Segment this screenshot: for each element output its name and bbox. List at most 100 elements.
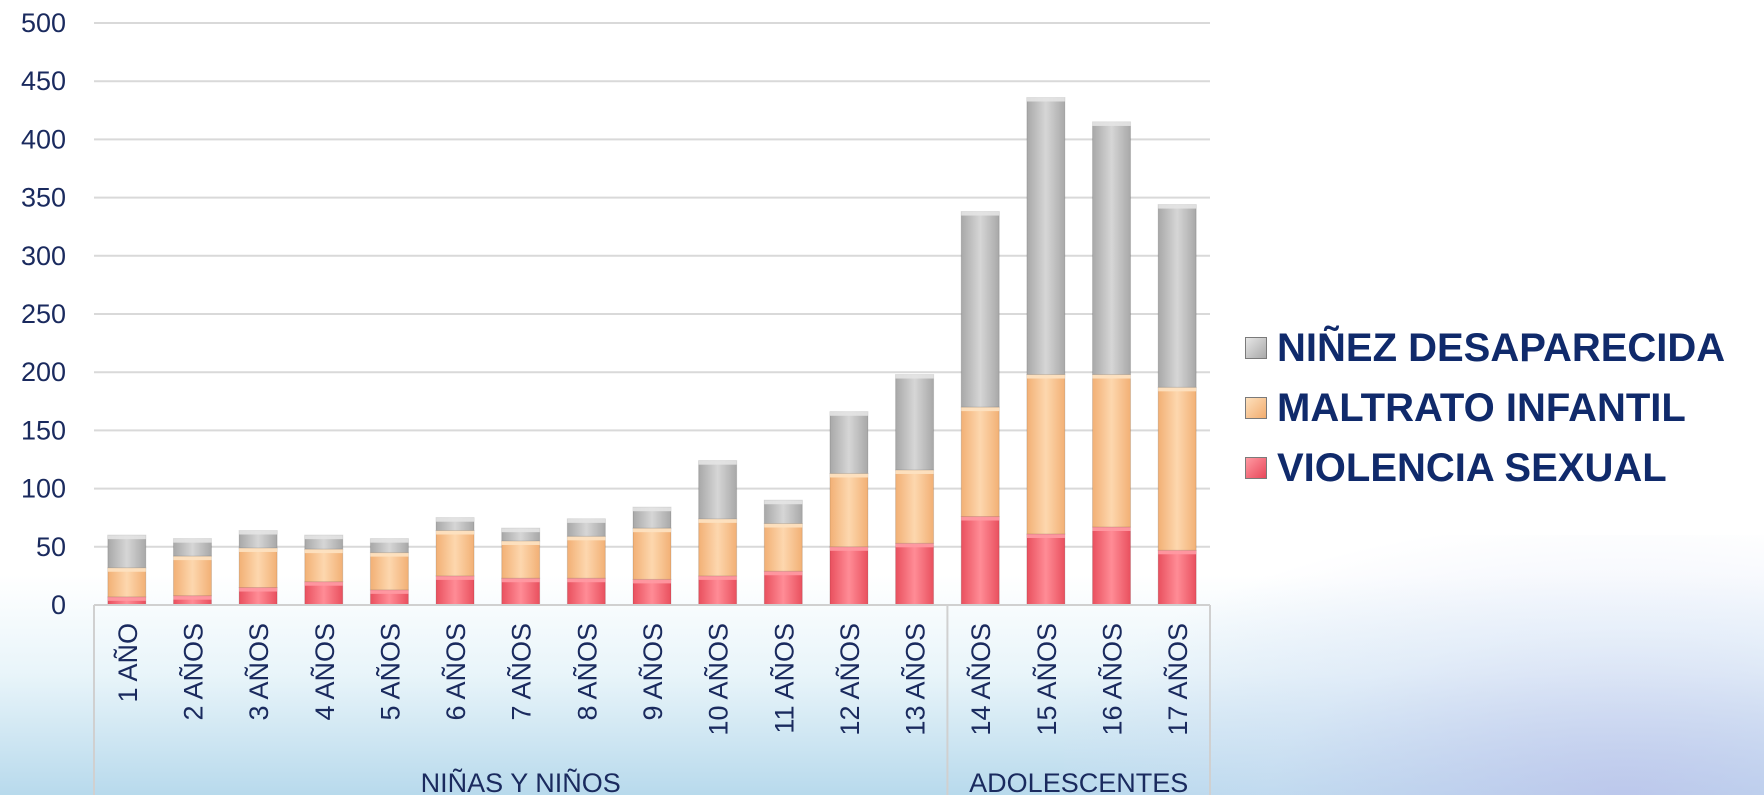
- x-tick-label: 8 AÑOS: [571, 623, 602, 721]
- bar-segment-maltrato-infantil: [1026, 374, 1066, 535]
- y-tick-label: 500: [21, 8, 66, 38]
- bar-segment-violencia-sexual: [829, 546, 869, 606]
- bar-segment-highlight: [698, 460, 737, 465]
- y-tick-label: 0: [51, 590, 66, 620]
- gridlines: [94, 22, 1210, 606]
- x-tick-label: 13 AÑOS: [900, 623, 931, 736]
- bar-segment-highlight: [698, 575, 737, 580]
- bar-segment-highlight: [107, 535, 146, 540]
- bar-segment-niñez-desaparecida: [1026, 96, 1066, 376]
- bar-segment-highlight: [961, 516, 1000, 521]
- bar-segment-maltrato-infantil: [763, 523, 803, 572]
- bar-segment-violencia-sexual: [566, 577, 606, 606]
- bar-segment-highlight: [1092, 527, 1131, 532]
- x-tick-label: 11 AÑOS: [768, 623, 799, 734]
- x-tick-label: 12 AÑOS: [834, 623, 865, 736]
- bar-segment-highlight: [107, 596, 146, 601]
- y-tick-label: 450: [21, 66, 66, 96]
- bar-segment-highlight: [764, 500, 803, 505]
- y-tick-label: 300: [21, 241, 66, 271]
- bar-segment-highlight: [1026, 374, 1065, 379]
- bar-segment-violencia-sexual: [698, 575, 738, 606]
- bar-segment-maltrato-infantil: [1092, 374, 1132, 528]
- legend-label: MALTRATO INFANTIL: [1277, 385, 1686, 430]
- bar-segment-maltrato-infantil: [172, 555, 212, 597]
- bar-segment-niñez-desaparecida: [895, 374, 935, 471]
- bar-segment-highlight: [304, 535, 343, 540]
- bar-segment-violencia-sexual: [501, 577, 541, 606]
- bar-segment-highlight: [304, 581, 343, 586]
- bar-segment-maltrato-infantil: [829, 472, 869, 548]
- bar-segment-highlight: [895, 543, 934, 548]
- x-tick-label: 15 AÑOS: [1031, 623, 1062, 736]
- bar-segment-highlight: [304, 549, 343, 554]
- bar-segment-highlight: [370, 538, 409, 543]
- y-tick-label: 400: [21, 124, 66, 154]
- bar-segment-highlight: [239, 587, 278, 592]
- bar-segment-highlight: [239, 530, 278, 535]
- bar-segment-maltrato-infantil: [107, 567, 147, 598]
- bar-segment-highlight: [895, 374, 934, 379]
- y-tick-label: 200: [21, 357, 66, 387]
- bar-segment-highlight: [567, 536, 606, 541]
- x-tick-label: 7 AÑOS: [506, 623, 537, 721]
- x-tick-label: 14 AÑOS: [965, 623, 996, 736]
- bar-segment-maltrato-infantil: [238, 547, 278, 589]
- bar-segment-violencia-sexual: [1092, 526, 1132, 606]
- bar-segment-niñez-desaparecida: [960, 211, 1000, 408]
- bar-segment-highlight: [370, 552, 409, 557]
- legend-item-ninez-desaparecida: NIÑEZ DESAPARECIDA: [1245, 318, 1725, 378]
- bar-segment-highlight: [1026, 97, 1065, 102]
- bar-segment-maltrato-infantil: [501, 540, 541, 579]
- y-tick-label: 100: [21, 474, 66, 504]
- bar-segment-highlight: [173, 538, 212, 543]
- bar-segment-niñez-desaparecida: [1157, 204, 1197, 388]
- bar-segment-highlight: [107, 567, 146, 572]
- bar-segment-highlight: [501, 528, 540, 533]
- bar-segment-niñez-desaparecida: [107, 534, 147, 569]
- bar-segment-maltrato-infantil: [632, 527, 672, 580]
- x-tick-label: 4 AÑOS: [309, 623, 340, 721]
- bar-segment-highlight: [501, 540, 540, 545]
- bar-segment-maltrato-infantil: [435, 530, 475, 577]
- legend-swatch-pink: [1245, 457, 1267, 479]
- x-tick-label: 2 AÑOS: [177, 623, 208, 721]
- bar-segment-maltrato-infantil: [369, 552, 409, 591]
- bar-segment-highlight: [436, 575, 475, 580]
- bar-segment-highlight: [501, 578, 540, 583]
- y-tick-label: 250: [21, 299, 66, 329]
- x-tick-label: 5 AÑOS: [374, 623, 405, 721]
- y-axis: 0 50 100 150 200 250 300 350 400 450 500: [21, 8, 66, 620]
- bar-segment-violencia-sexual: [1026, 533, 1066, 606]
- bar-segment-maltrato-infantil: [566, 535, 606, 579]
- bar-segment-highlight: [436, 530, 475, 535]
- bar-segment-highlight: [829, 411, 868, 416]
- x-tick-label: 10 AÑOS: [703, 623, 734, 736]
- bar-segment-highlight: [633, 507, 671, 512]
- bar-segment-maltrato-infantil: [895, 469, 935, 544]
- bar-segment-violencia-sexual: [763, 570, 803, 606]
- bar-segment-highlight: [895, 469, 934, 474]
- legend-label: NIÑEZ DESAPARECIDA: [1277, 325, 1726, 370]
- group-label: ADOLESCENTES: [969, 768, 1188, 795]
- bar-segment-highlight: [1026, 533, 1065, 538]
- bar-segment-highlight: [370, 589, 409, 594]
- legend-swatch-gray: [1245, 337, 1267, 359]
- bar-segment-violencia-sexual: [895, 542, 935, 606]
- bar-segment-highlight: [698, 518, 737, 523]
- group-label: NIÑAS Y NIÑOS: [421, 767, 621, 795]
- bar-segment-highlight: [239, 547, 278, 552]
- bar-segment-maltrato-infantil: [960, 406, 1000, 518]
- bar-segment-highlight: [1158, 550, 1197, 555]
- bar-segment-highlight: [173, 556, 212, 561]
- bar-segment-highlight: [633, 528, 671, 533]
- bar-segment-highlight: [1158, 387, 1197, 392]
- bar-segment-niñez-desaparecida: [829, 411, 869, 474]
- x-axis: 1 AÑO 2 AÑOS 3 AÑOS 4 AÑOS 5 AÑOS 6 AÑOS 7 AÑO…: [93, 604, 1211, 795]
- bars: [107, 96, 1197, 606]
- bar-segment-highlight: [829, 546, 868, 551]
- y-tick-label: 50: [36, 532, 66, 562]
- bar-segment-highlight: [633, 579, 671, 584]
- bar-segment-maltrato-infantil: [304, 548, 344, 583]
